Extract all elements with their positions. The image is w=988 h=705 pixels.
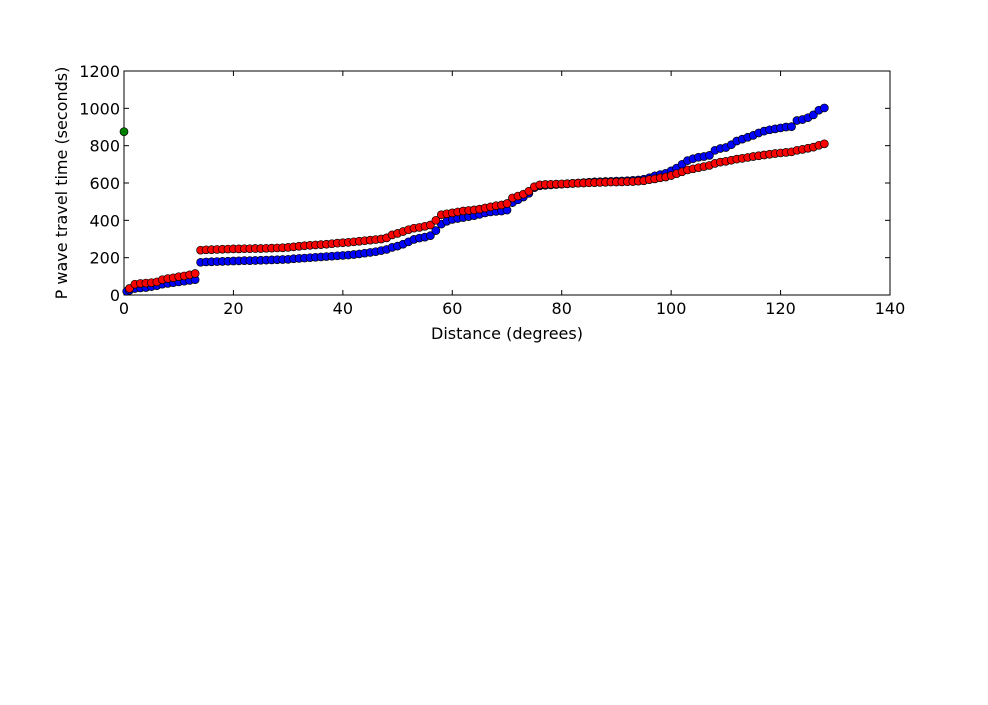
y-tick-label: 400	[89, 211, 120, 230]
x-tick-label: 40	[333, 299, 353, 318]
plot-area: 0 20 40 60 80 100 120 140 0 200 400 600 800 1000 1200	[79, 62, 905, 318]
x-tick-label: 20	[223, 299, 243, 318]
data-point	[502, 199, 512, 208]
x-tick-label: 60	[442, 299, 462, 318]
series-layer	[119, 103, 829, 296]
data-point	[119, 127, 129, 137]
data-point	[426, 220, 435, 230]
x-tick-label: 0	[119, 299, 129, 318]
y-axis-ticks: 0 200 400 600 800 1000 1200	[79, 62, 890, 305]
series-1	[125, 139, 829, 293]
y-tick-label: 600	[89, 174, 120, 193]
x-tick-label: 80	[552, 299, 572, 318]
x-tick-label: 100	[656, 299, 687, 318]
x-tick-label: 140	[875, 299, 906, 318]
y-tick-label: 0	[110, 286, 120, 305]
y-tick-label: 200	[89, 249, 120, 268]
y-axis-label: P wave travel time (seconds)	[52, 67, 71, 300]
data-point	[426, 231, 435, 240]
y-tick-label: 1000	[79, 99, 120, 118]
data-point	[705, 151, 714, 160]
x-axis-ticks: 0 20 40 60 80 100 120 140	[119, 71, 905, 318]
data-point	[809, 110, 818, 120]
data-point	[190, 269, 200, 278]
x-axis-label: Distance (degrees)	[431, 324, 583, 343]
series-2	[119, 127, 129, 137]
y-tick-label: 1200	[79, 62, 120, 81]
data-point	[431, 215, 441, 225]
data-point	[787, 122, 796, 131]
data-point	[819, 139, 829, 149]
y-tick-label: 800	[89, 137, 120, 156]
data-point	[819, 103, 829, 113]
data-point	[431, 226, 441, 235]
x-tick-label: 120	[765, 299, 796, 318]
